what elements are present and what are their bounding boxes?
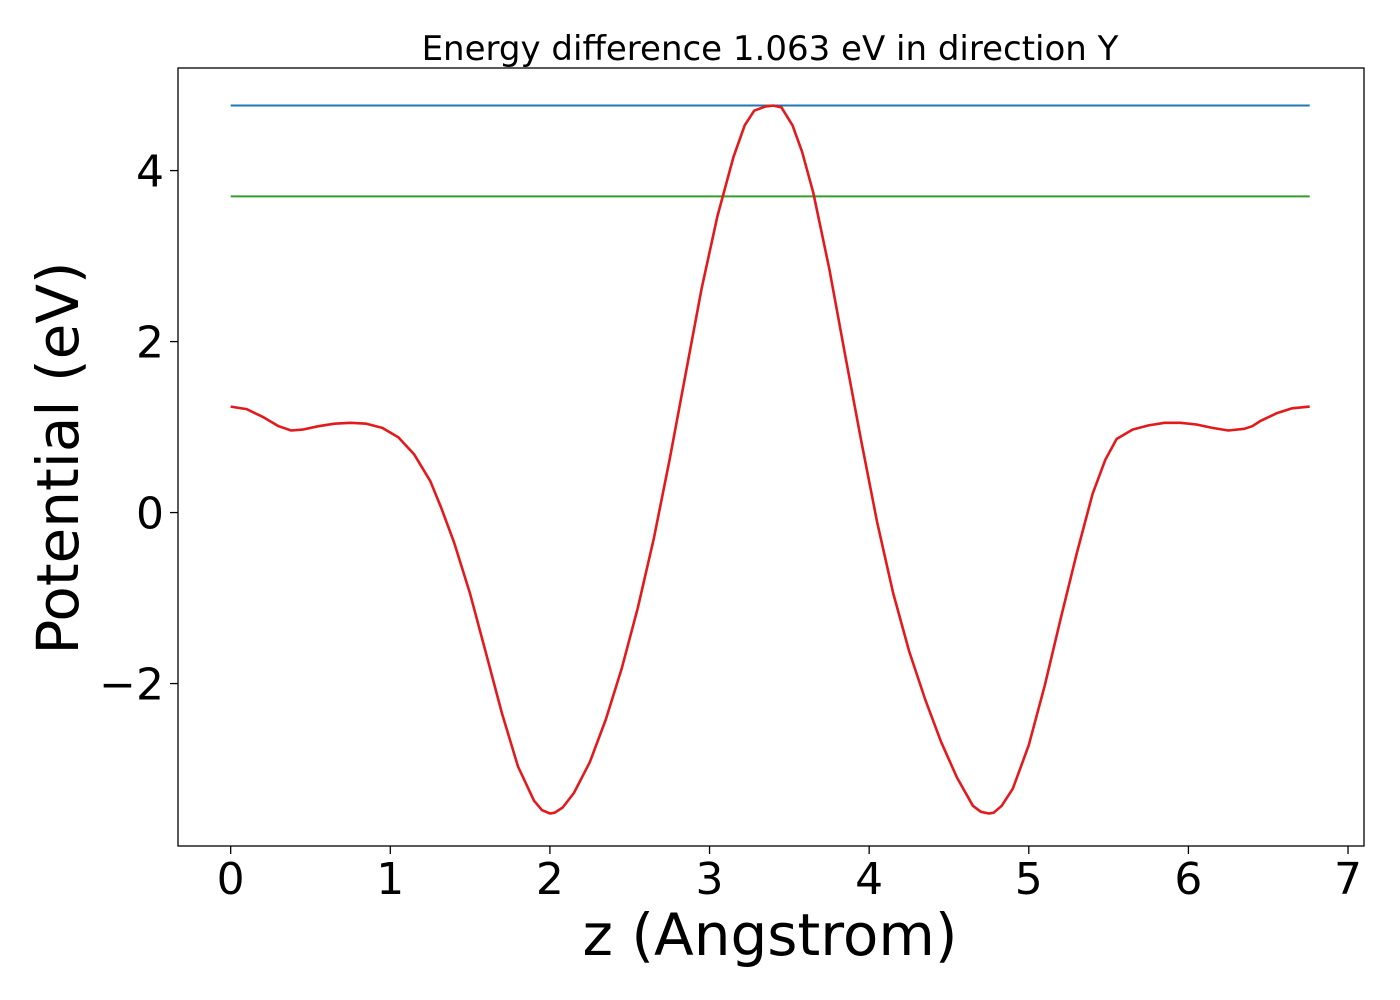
- x-tick-label: 3: [696, 854, 724, 905]
- chart-title: Energy difference 1.063 eV in direction …: [422, 29, 1119, 69]
- series-line-1: [230, 104, 1310, 815]
- x-axis-label: z (Angstrom): [583, 901, 958, 969]
- x-tick-label: 6: [1174, 854, 1202, 905]
- x-tick-label: 5: [1015, 854, 1043, 905]
- x-axis: 0 1 2 3 4 5 6 7: [217, 846, 1362, 905]
- y-tick-label: −2: [99, 660, 164, 711]
- x-tick-label: 7: [1334, 854, 1362, 905]
- x-tick-label: 2: [536, 854, 564, 905]
- x-tick-label: 1: [376, 854, 404, 905]
- plot-area: [177, 67, 1365, 847]
- y-axis: −2 0 2 4: [99, 147, 178, 711]
- y-axis-label: Potential (eV): [24, 261, 92, 654]
- x-tick-label: 0: [217, 854, 245, 905]
- y-tick-label: 2: [136, 318, 164, 369]
- y-tick-label: 4: [136, 147, 164, 198]
- y-tick-label: 0: [136, 489, 164, 540]
- x-tick-label: 4: [855, 854, 883, 905]
- axes-frame: [177, 67, 1365, 847]
